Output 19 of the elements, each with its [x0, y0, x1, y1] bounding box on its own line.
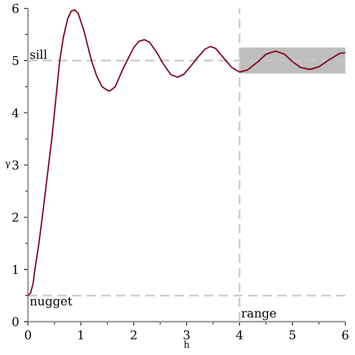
- ref-line-label: sill: [30, 50, 47, 59]
- x-tick-label: 4: [236, 330, 243, 340]
- y-tick-label: 4: [12, 108, 19, 118]
- y-tick-label: 6: [12, 4, 19, 13]
- x-tick-label: 2: [130, 330, 136, 340]
- y-tick-label: 5: [12, 56, 18, 66]
- y-tick-label: 3: [12, 160, 18, 170]
- x-tick-label: 6: [342, 330, 348, 340]
- y-tick-label: 0: [12, 317, 18, 326]
- y-tick-label: 2: [12, 212, 18, 222]
- x-tick-label: 5: [290, 330, 296, 340]
- y-tick-label: 1: [13, 264, 18, 274]
- ref-line-label: range: [242, 311, 276, 320]
- ref-line-label: nugget: [30, 297, 72, 308]
- y-axis-title: γ: [5, 162, 10, 168]
- x-tick-label: 1: [78, 330, 84, 340]
- x-axis-title: h: [184, 340, 190, 348]
- x-tick-label: 0: [24, 330, 32, 340]
- x-tick-label: 3: [184, 330, 190, 340]
